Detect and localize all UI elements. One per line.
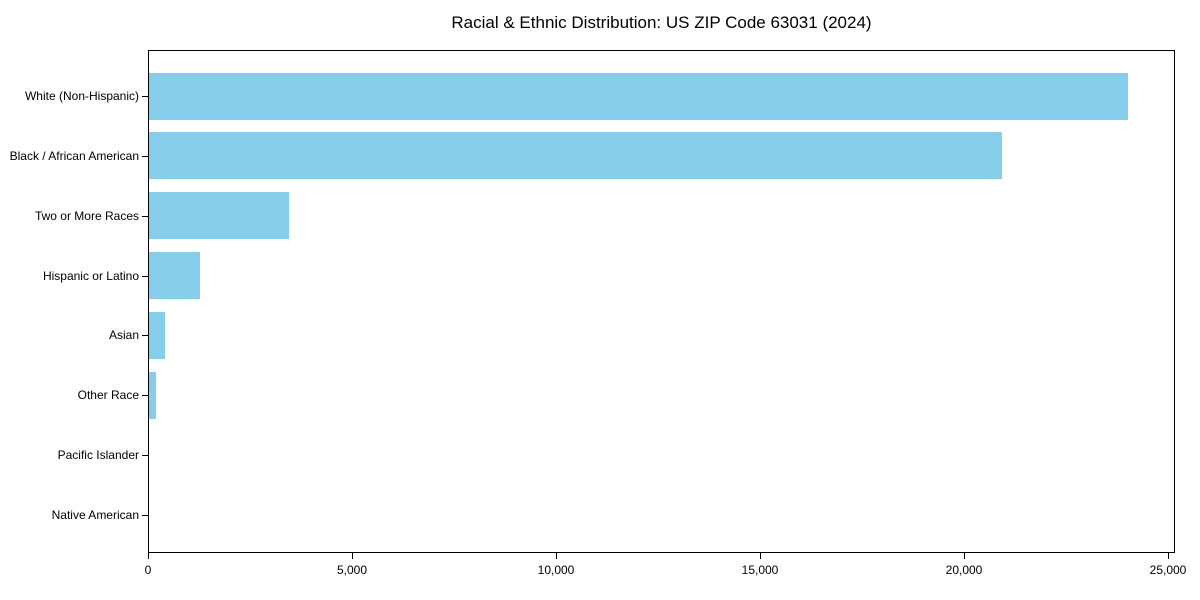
bar (149, 371, 156, 419)
bar (149, 192, 289, 240)
y-axis-category-label: Other Race (77, 388, 139, 403)
y-axis-category-label: Pacific Islander (57, 448, 139, 463)
x-tick-mark (760, 553, 761, 559)
bar (149, 72, 1129, 120)
x-axis-tick-label: 20,000 (945, 563, 983, 577)
y-axis-category-label: Hispanic or Latino (42, 268, 139, 283)
y-tick-mark (142, 335, 148, 337)
x-tick-mark (352, 553, 353, 559)
y-tick-mark (142, 395, 148, 397)
bar (149, 252, 200, 300)
y-axis-category-label: Asian (108, 328, 139, 343)
y-tick-mark (142, 96, 148, 97)
plot-area (148, 50, 1175, 553)
x-axis-tick-label: 5,000 (336, 563, 368, 577)
y-axis-category-label: Black / African American (9, 148, 139, 163)
bar (149, 311, 166, 359)
x-tick-mark (964, 553, 965, 559)
y-tick-mark (142, 215, 148, 217)
x-tick-mark (556, 553, 557, 559)
x-axis-tick-label: 0 (144, 563, 152, 577)
x-axis-tick-label: 15,000 (741, 563, 779, 577)
y-axis-category-label: Two or More Races (34, 208, 139, 223)
x-tick-mark (1168, 553, 1169, 559)
y-tick-mark (142, 155, 148, 157)
x-tick-mark (148, 553, 149, 559)
bar (149, 132, 1002, 180)
y-tick-mark (142, 455, 148, 457)
y-axis-category-label: Native American (51, 507, 139, 522)
x-axis-tick-label: 10,000 (537, 563, 575, 577)
y-axis-category-label: White (Non-Hispanic) (24, 89, 139, 103)
x-axis-tick-label: 25,000 (1149, 563, 1187, 577)
y-tick-mark (142, 275, 148, 277)
y-tick-mark (142, 514, 148, 516)
chart-title: Racial & Ethnic Distribution: US ZIP Cod… (451, 13, 872, 32)
